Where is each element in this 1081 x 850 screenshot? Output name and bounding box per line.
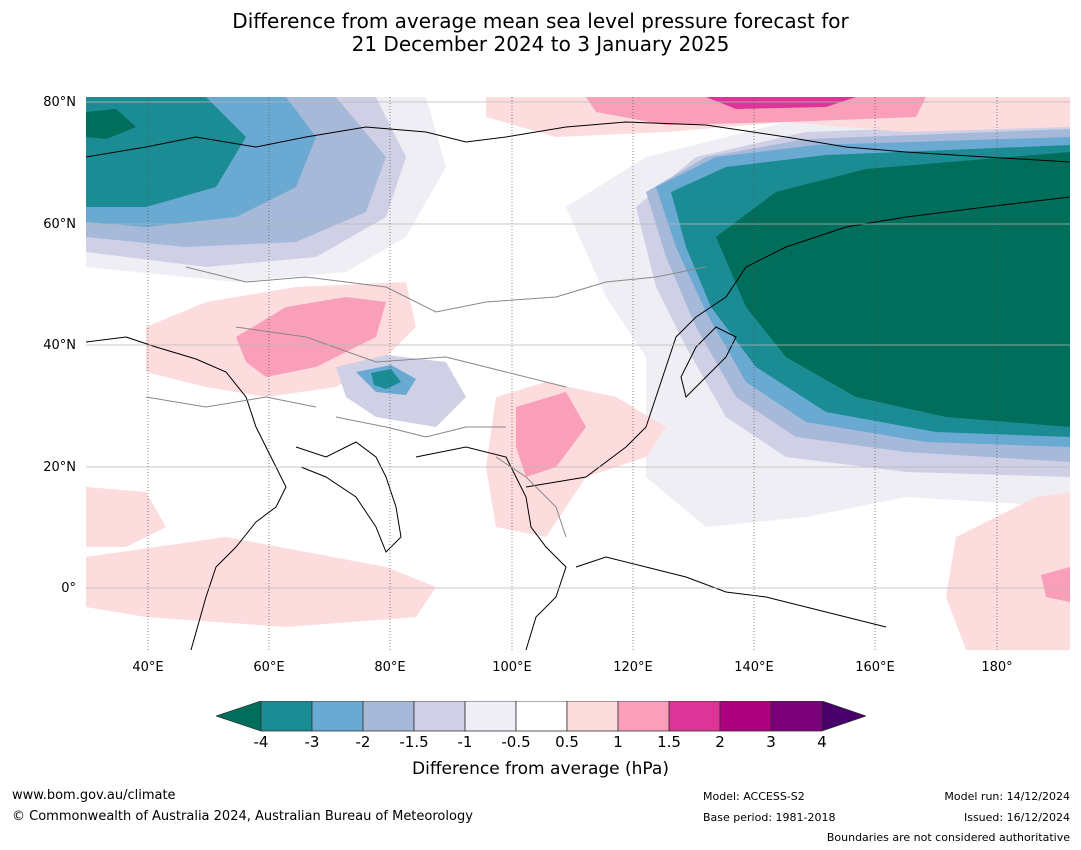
- lat-label-40n: 40°N: [43, 338, 76, 353]
- colorbar-swatch-2: [311, 701, 364, 732]
- china-band-0.5: [486, 382, 666, 537]
- website-link[interactable]: www.bom.gov.au/climate: [12, 788, 176, 803]
- colorbar-swatch-4: [413, 701, 466, 732]
- lon-label-120e: 120°E: [613, 660, 653, 675]
- colorbar-tick-12: 4: [817, 733, 827, 751]
- lat-label-20n: 20°N: [43, 460, 76, 475]
- colorbar-tick-11: 3: [766, 733, 776, 751]
- lon-label-160e: 160°E: [855, 660, 895, 675]
- lat-label-0: 0°: [61, 581, 76, 596]
- colorbar-extend-low: [216, 701, 262, 732]
- arabia-band-0.5: [86, 487, 166, 547]
- arctic-band-1: [586, 97, 926, 125]
- lon-label-100e: 100°E: [492, 660, 532, 675]
- colorbar-swatch-7: [566, 701, 619, 732]
- colorbar-tick-9: 1.5: [657, 733, 681, 751]
- base-period: Base period: 1981-2018: [703, 811, 836, 824]
- lon-label-60e: 60°E: [253, 660, 285, 675]
- pacific-equatorial-band-1: [1041, 567, 1070, 602]
- colorbar-swatch-5: [464, 701, 517, 732]
- colorbar-tick-2: -3: [304, 733, 320, 751]
- copyright-text: © Commonwealth of Australia 2024, Austra…: [12, 809, 473, 824]
- lon-label-140e: 140°E: [734, 660, 774, 675]
- tibet-band-minus4: [371, 369, 401, 389]
- central-asia-band-1: [236, 297, 386, 377]
- china-band-1: [516, 392, 586, 477]
- title-line-2: 21 December 2024 to 3 January 2025: [351, 32, 730, 56]
- latitude-gridlines: [86, 101, 1070, 589]
- colorbar-swatch-10: [719, 701, 772, 732]
- colorbar-swatch-6: [515, 701, 568, 732]
- colorbar-swatch-11: [770, 701, 823, 732]
- colorbar-tick-4: -1.5: [399, 733, 429, 751]
- boundaries-disclaimer: Boundaries are not considered authoritat…: [826, 831, 1070, 844]
- colorbar-swatch-9: [668, 701, 721, 732]
- colorbar-tick-5: -1: [457, 733, 473, 751]
- issued-date: Issued: 16/12/2024: [963, 811, 1070, 824]
- coastlines: [86, 121, 1070, 650]
- colorbar-extend-high: [821, 701, 866, 732]
- indian-ocean-band-0.5: [86, 537, 436, 627]
- colorbar-tick-3: -2: [355, 733, 371, 751]
- colorbar-tick-6: -0.5: [501, 733, 531, 751]
- colorbar: [216, 701, 866, 732]
- lat-label-60n: 60°N: [43, 217, 76, 232]
- colorbar-label: Difference from average (hPa): [412, 759, 669, 779]
- anomaly-band-below-minus4: [86, 109, 136, 139]
- longitude-gridlines: [147, 97, 998, 650]
- pacific-equatorial-band-0.5: [946, 492, 1070, 650]
- map-title: Difference from average mean sea level p…: [0, 10, 1081, 56]
- colorbar-tick-8: 1: [613, 733, 623, 751]
- model-run-date: Model run: 14/12/2024: [944, 790, 1070, 803]
- model-name: Model: ACCESS-S2: [703, 790, 805, 803]
- map-canvas: [86, 97, 1070, 650]
- colorbar-tick-7: 0.5: [555, 733, 579, 751]
- colorbar-tick-10: 2: [715, 733, 725, 751]
- title-line-1: Difference from average mean sea level p…: [232, 9, 849, 33]
- pacific-band-below-minus4: [716, 152, 1070, 427]
- lon-label-40e: 40°E: [132, 660, 164, 675]
- lon-label-180: 180°: [981, 660, 1013, 675]
- colorbar-tick-1: -4: [253, 733, 269, 751]
- colorbar-swatch-8: [617, 701, 670, 732]
- arctic-band-1.5: [706, 97, 856, 109]
- lat-label-80n: 80°N: [43, 95, 76, 110]
- lon-label-80e: 80°E: [374, 660, 406, 675]
- colorbar-swatch-3: [362, 701, 415, 732]
- colorbar-swatch-1: [260, 701, 313, 732]
- pressure-anomaly-map: [86, 97, 1070, 650]
